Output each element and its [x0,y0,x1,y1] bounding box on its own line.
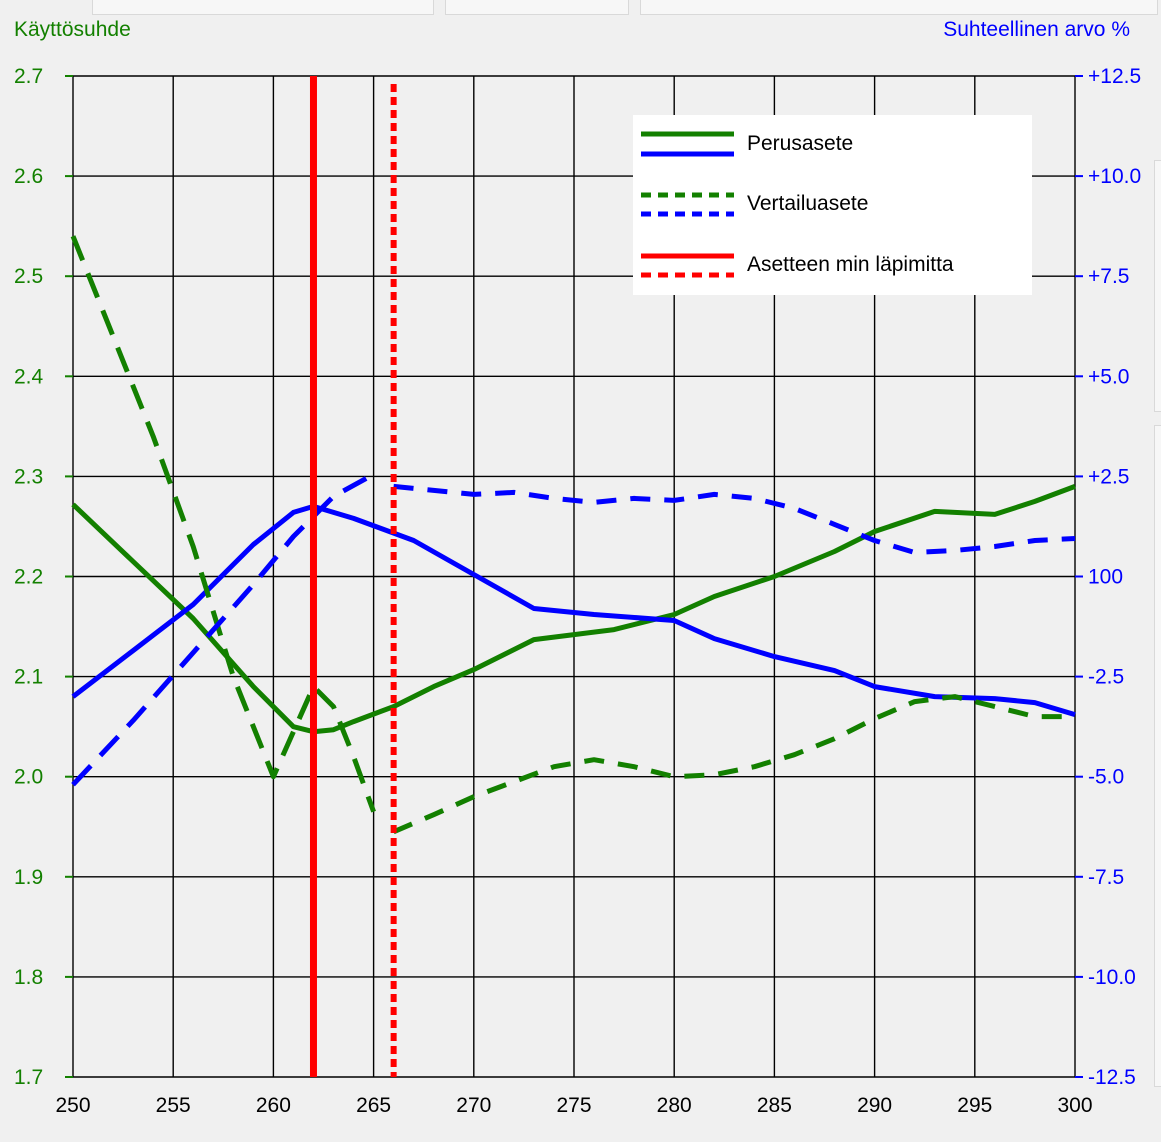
x-tick-label: 250 [55,1094,90,1117]
series-layer [70,235,1076,835]
left-tick-label: 2.0 [14,766,43,789]
right-tick-label: +2.5 [1088,465,1129,488]
series-line-5 [393,483,1076,555]
right-tick-label: -5.0 [1088,766,1124,789]
x-tick-label: 265 [356,1094,391,1117]
x-tick-label: 255 [156,1094,191,1117]
left-axis-title: Käyttösuhde [14,18,131,41]
left-tick-label: 2.6 [14,165,43,188]
left-tick-label: 1.7 [14,1066,43,1089]
x-tick-label: 290 [857,1094,892,1117]
right-tick-label: -2.5 [1088,666,1124,689]
legend-label-1: Perusasete [747,132,853,155]
x-tick-label: 270 [456,1094,491,1117]
legend: Perusasete Vertailuasete Asetteen min lä… [633,115,1032,295]
left-tick-label: 1.8 [14,966,43,989]
right-axis-title: Suhteellinen arvo % [943,18,1130,41]
x-tick-label: 285 [757,1094,792,1117]
right-tick-label: -10.0 [1088,966,1136,989]
grid [65,75,1083,1078]
series-line-1 [71,503,1076,717]
legend-label-3: Asetteen min läpimitta [747,253,954,276]
series-line-3 [392,694,1075,835]
edge-marker-top [1154,160,1161,412]
right-tick-label: -7.5 [1088,866,1124,889]
right-tick-label: +10.0 [1088,165,1141,188]
left-tick-label: 2.7 [14,65,43,88]
right-tick-label: +12.5 [1088,65,1141,88]
x-tick-label: 280 [657,1094,692,1117]
x-tick-label: 260 [256,1094,291,1117]
edge-marker-bottom [1154,425,1161,1087]
x-tick-label: 300 [1057,1094,1092,1117]
min-diameter-lines [309,76,397,1077]
legend-label-2: Vertailuasete [747,192,868,215]
series-line-0 [71,484,1076,735]
left-tick-label: 1.9 [14,866,43,889]
left-tick-label: 2.5 [14,265,43,288]
top-tab-2[interactable] [445,0,629,15]
left-tick-label: 2.1 [14,666,43,689]
left-tick-label: 2.4 [14,365,44,388]
series-line-4 [71,472,375,787]
top-tab-1[interactable] [92,0,434,15]
x-tick-label: 275 [556,1094,591,1117]
top-tab-3[interactable] [640,0,1158,15]
ticks: 250 255 260 265 270 275 280 285 290 295 300 1.7 1.8 1… [14,65,1141,1117]
x-tick-label: 295 [957,1094,992,1117]
left-tick-label: 2.3 [14,465,43,488]
right-tick-label: -12.5 [1088,1066,1136,1089]
right-tick-label: +7.5 [1088,265,1129,288]
series-line-2 [70,235,376,813]
right-tick-label: 100 [1088,566,1123,589]
left-tick-label: 2.2 [14,566,43,589]
right-tick-label: +5.0 [1088,365,1129,388]
legend-box [633,115,1032,295]
